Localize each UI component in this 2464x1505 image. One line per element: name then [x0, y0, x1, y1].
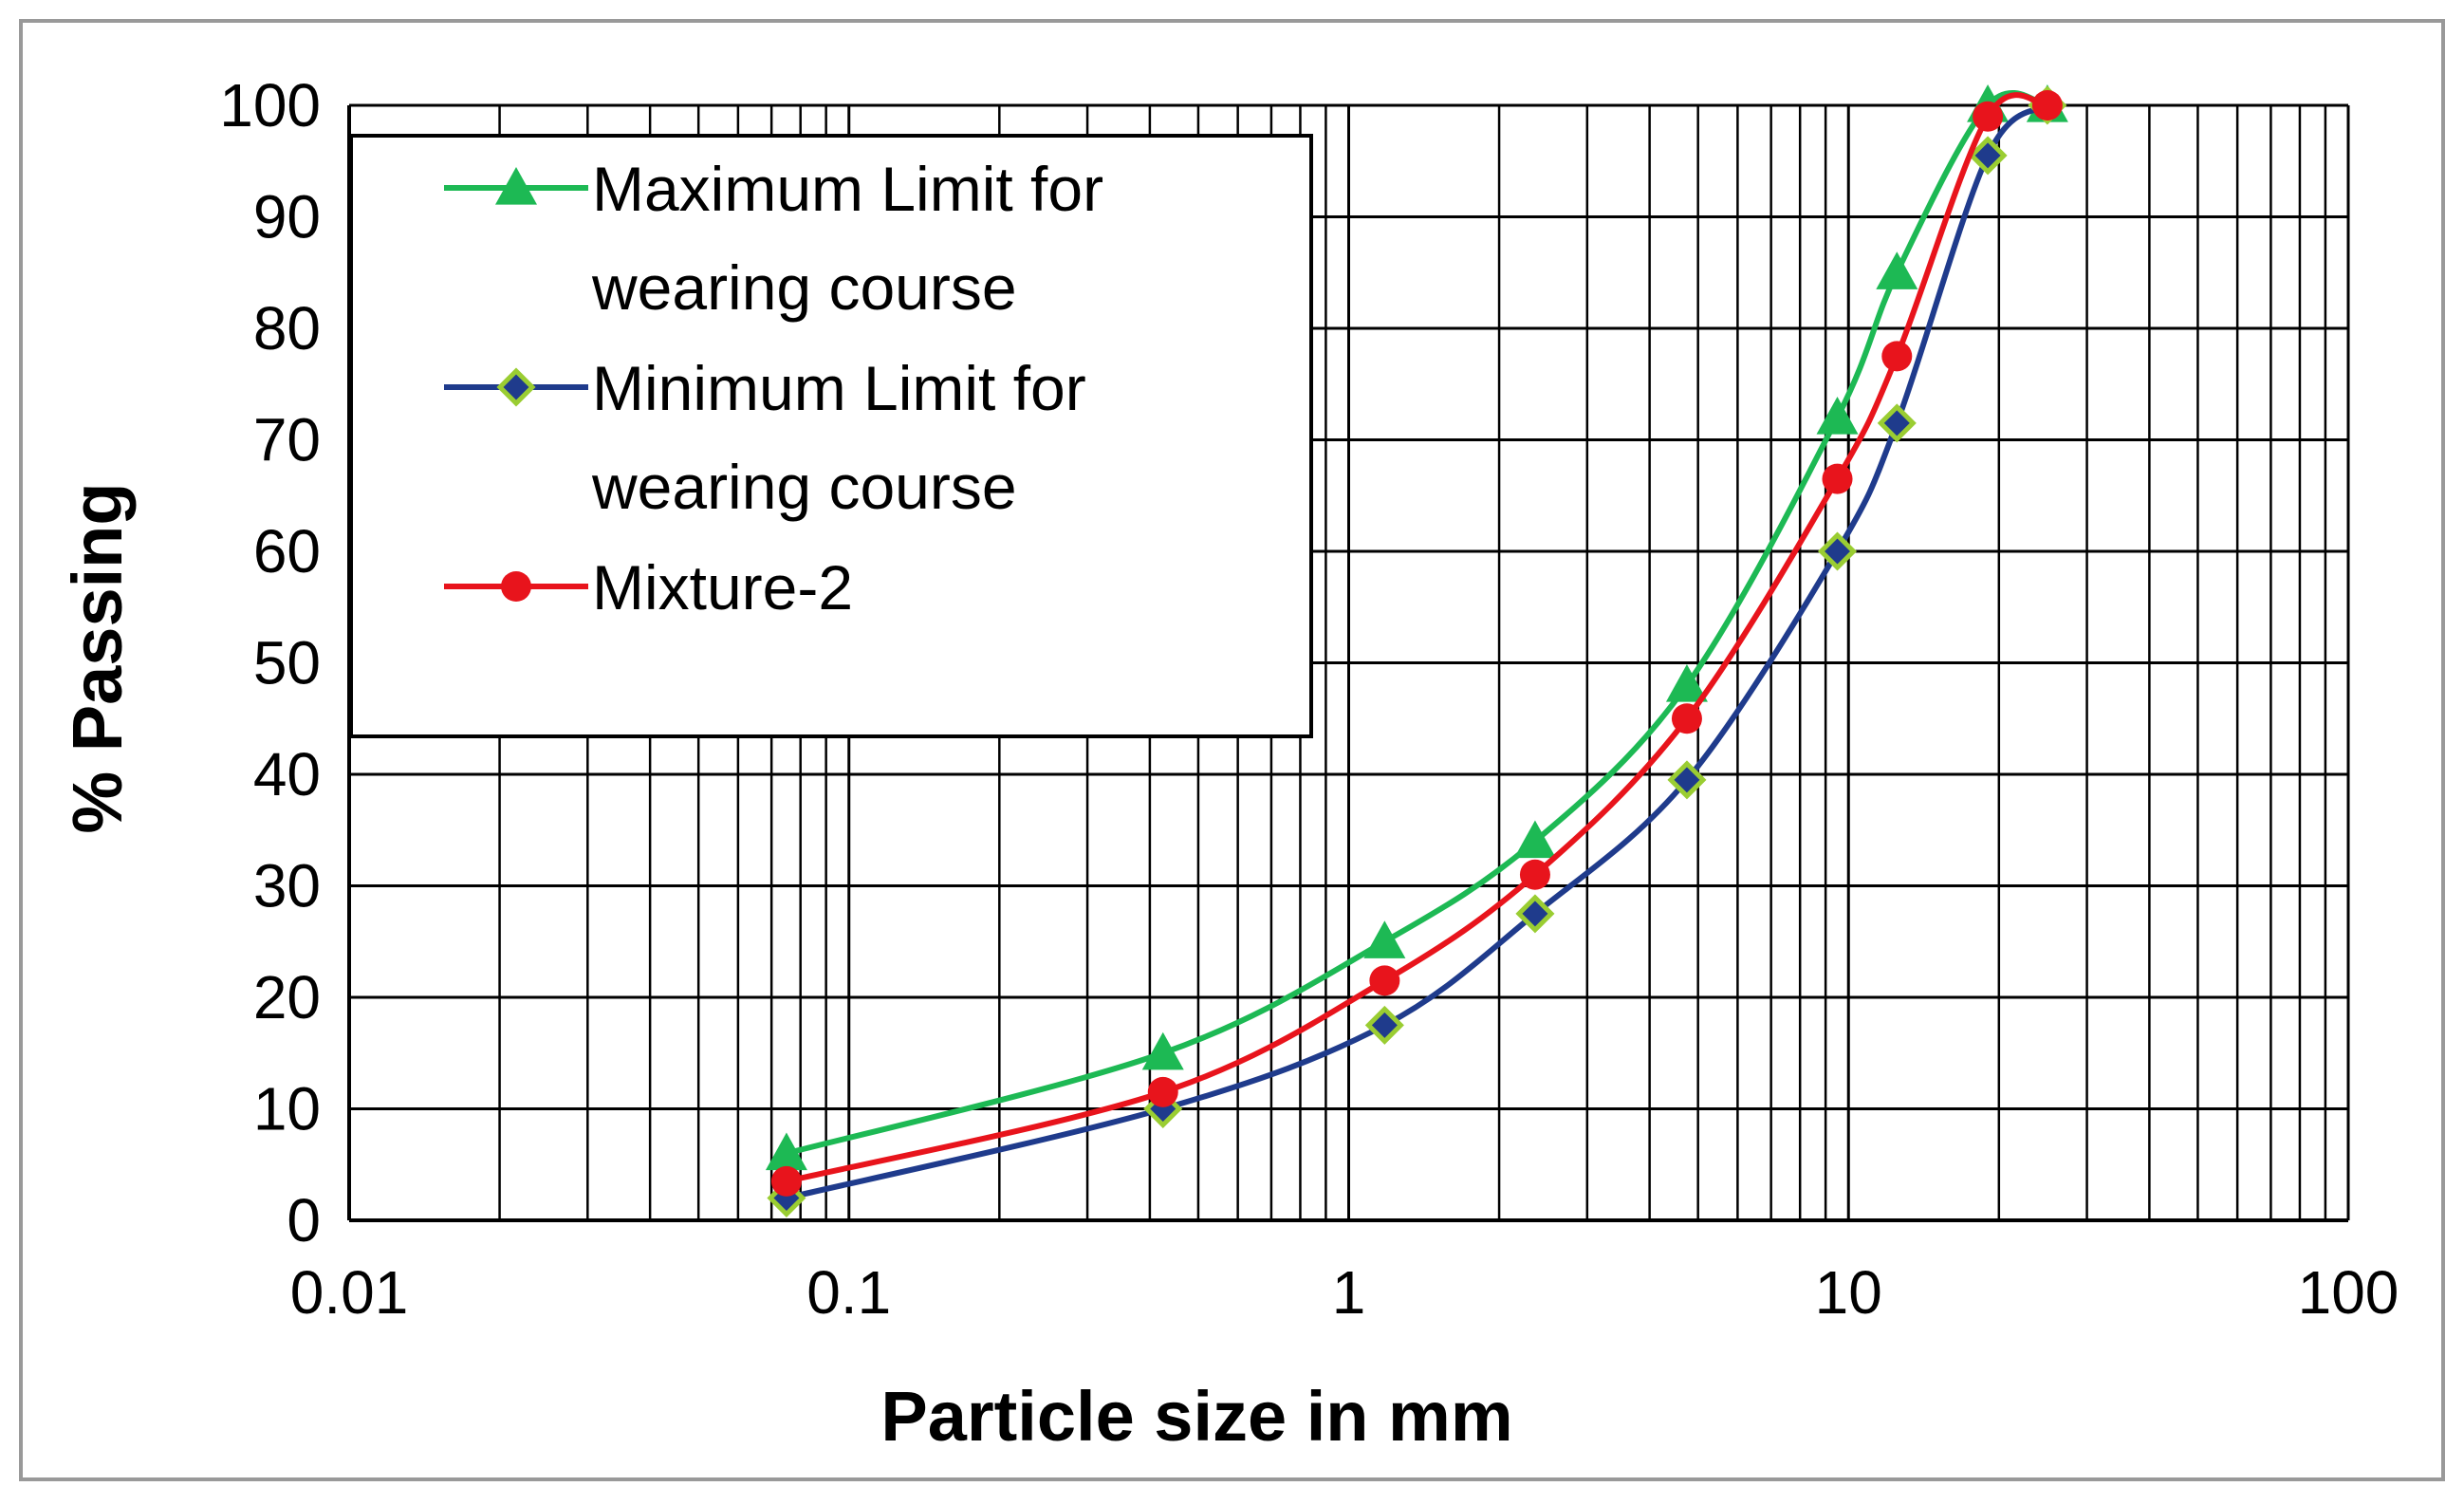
- data-point-diamond: [1364, 1005, 1404, 1045]
- x-tick-label: 100: [2298, 1258, 2399, 1327]
- data-point-triangle: [1141, 1031, 1184, 1070]
- x-tick-label: 1: [1332, 1258, 1366, 1327]
- data-point-circle: [1881, 341, 1913, 372]
- legend-entry-1: Maximum Limit for wearing course: [444, 154, 1103, 323]
- y-tick-label: 20: [253, 963, 321, 1031]
- y-tick-label: 40: [253, 740, 321, 808]
- x-tick-label: 10: [1815, 1258, 1882, 1327]
- data-point-diamond: [1877, 403, 1917, 443]
- legend-marker-diamond: [496, 367, 536, 407]
- legend-label: Maximum Limit for: [592, 154, 1103, 224]
- x-tick-label: 0.1: [806, 1258, 891, 1327]
- data-point-diamond: [1968, 136, 2008, 176]
- legend-box: [349, 134, 1313, 738]
- legend-label: wearing course: [591, 252, 1017, 323]
- data-point-circle: [1147, 1076, 1178, 1107]
- data-point-triangle: [1665, 664, 1708, 702]
- data-point-triangle: [1363, 920, 1406, 958]
- data-point-circle: [1519, 859, 1550, 890]
- y-tick-label: 80: [253, 294, 321, 362]
- data-series: [765, 84, 2068, 1218]
- data-point-circle: [2031, 90, 2063, 121]
- y-tick-label: 100: [219, 71, 321, 139]
- data-point-diamond: [1667, 760, 1707, 800]
- series-3: [770, 90, 2063, 1197]
- y-tick-label: 10: [253, 1075, 321, 1143]
- y-tick-label: 50: [253, 629, 321, 697]
- legend-label: Mixture-2: [592, 552, 853, 622]
- y-tick-label: 70: [253, 406, 321, 474]
- data-point-circle: [1973, 101, 2004, 132]
- y-tick-label: 0: [287, 1186, 321, 1254]
- x-axis-title: Particle size in mm: [880, 1377, 1512, 1456]
- legend-entry-3: Mixture-2: [444, 552, 853, 622]
- legend-marker-circle: [501, 571, 531, 602]
- data-point-triangle: [1816, 397, 1859, 435]
- data-point-diamond: [1817, 531, 1858, 571]
- data-point-diamond: [1515, 894, 1555, 934]
- legend-entry-2: Minimum Limit for wearing course: [444, 353, 1086, 522]
- data-point-circle: [1369, 965, 1400, 996]
- y-tick-label: 60: [253, 517, 321, 585]
- x-tick-label: 0.01: [290, 1258, 409, 1327]
- legend-marker-triangle: [495, 167, 537, 205]
- y-tick-label: 30: [253, 852, 321, 920]
- data-point-circle: [770, 1165, 802, 1197]
- legend-label: wearing course: [591, 452, 1017, 522]
- data-point-triangle: [765, 1132, 807, 1171]
- data-point-circle: [1822, 463, 1853, 494]
- y-axis-title: % Passing: [58, 482, 137, 833]
- data-point-circle: [1671, 703, 1702, 734]
- data-point-triangle: [1876, 251, 1918, 289]
- data-point-triangle: [1513, 820, 1556, 859]
- y-tick-label: 90: [253, 183, 321, 251]
- axis-labels: 0 10 20 30 40 50 60 70 80 90 100 0.01 0.1 1 10 100 Parti…: [58, 71, 2399, 1456]
- legend-label: Minimum Limit for: [592, 353, 1086, 423]
